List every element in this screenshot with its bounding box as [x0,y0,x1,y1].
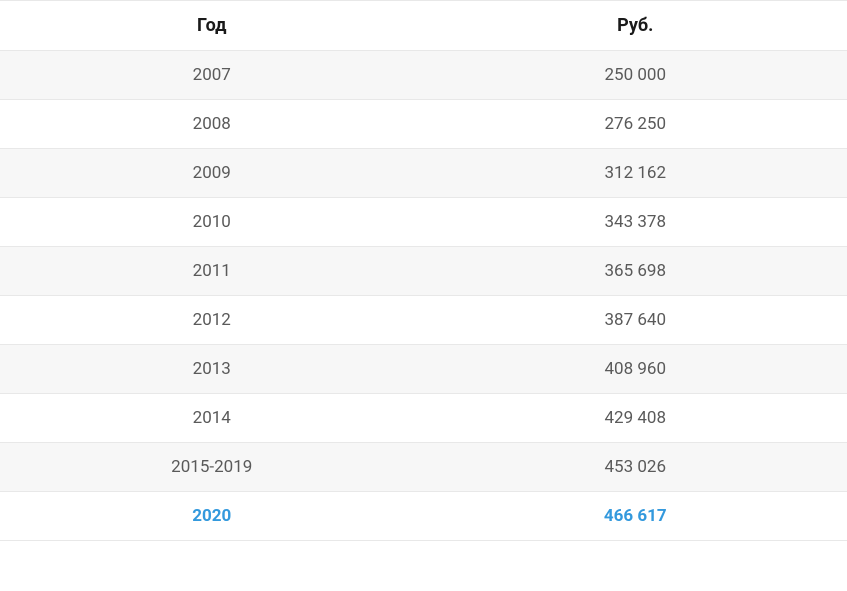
table-row: 2015-2019 453 026 [0,443,847,492]
cell-year: 2007 [0,51,424,100]
table-row: 2013 408 960 [0,345,847,394]
cell-year: 2012 [0,296,424,345]
cell-rub: 466 617 [424,492,847,541]
cell-year: 2013 [0,345,424,394]
table-row: 2010 343 378 [0,198,847,247]
header-row: Год Руб. [0,1,847,51]
cell-rub: 365 698 [424,247,847,296]
table-row: 2008 276 250 [0,100,847,149]
cell-rub: 343 378 [424,198,847,247]
cell-rub: 408 960 [424,345,847,394]
table-row: 2009 312 162 [0,149,847,198]
cell-year: 2015-2019 [0,443,424,492]
cell-year: 2011 [0,247,424,296]
cell-year: 2014 [0,394,424,443]
cell-rub: 429 408 [424,394,847,443]
cell-year: 2009 [0,149,424,198]
table-row: 2012 387 640 [0,296,847,345]
cell-rub: 312 162 [424,149,847,198]
cell-rub: 276 250 [424,100,847,149]
cell-year: 2008 [0,100,424,149]
cell-year: 2020 [0,492,424,541]
column-header-rub: Руб. [424,1,847,51]
table-row: 2011 365 698 [0,247,847,296]
cell-rub: 387 640 [424,296,847,345]
table-row: 2007 250 000 [0,51,847,100]
cell-year: 2010 [0,198,424,247]
table-body: 2007 250 000 2008 276 250 2009 312 162 2… [0,51,847,541]
cell-rub: 250 000 [424,51,847,100]
table-row: 2014 429 408 [0,394,847,443]
column-header-year: Год [0,1,424,51]
table-row: 2020 466 617 [0,492,847,541]
table-header: Год Руб. [0,1,847,51]
data-table: Год Руб. 2007 250 000 2008 276 250 2009 … [0,0,847,541]
cell-rub: 453 026 [424,443,847,492]
